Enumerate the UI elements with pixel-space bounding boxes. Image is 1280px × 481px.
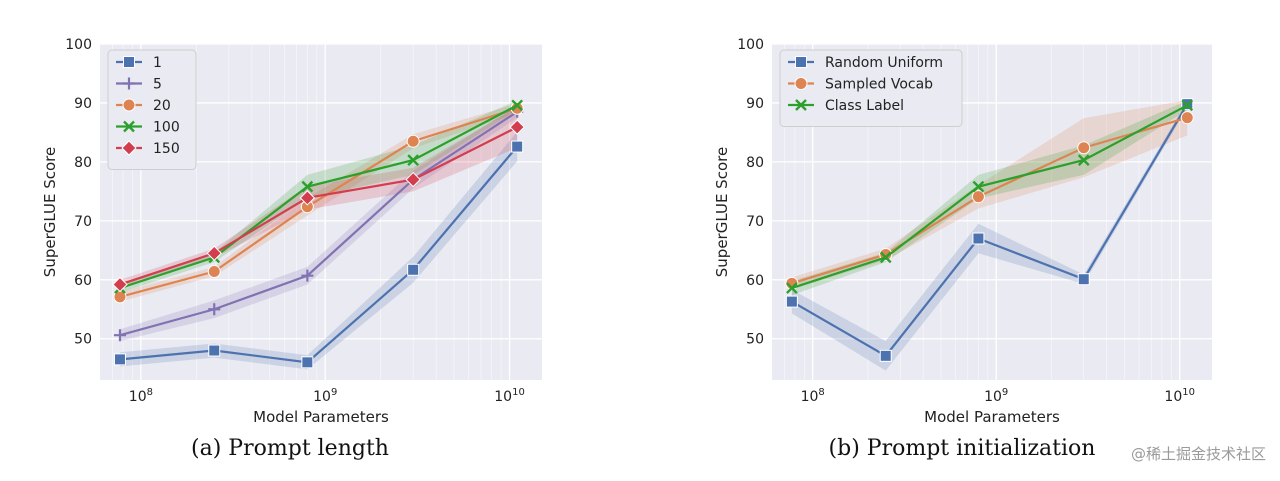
legend-box: [107, 49, 197, 170]
legend: Random Uniform Sampled Vocab Class Label: [779, 49, 963, 127]
chart-panel-b: 50 60 70 80 90 100 108 109 1010 Model Parameters S…: [713, 37, 1212, 426]
x-axis-label: Model Parameters: [924, 408, 1060, 426]
legend-marker-100: [123, 120, 135, 133]
data-point: [405, 171, 421, 188]
data-point: [208, 303, 221, 316]
data-point: [511, 99, 524, 112]
watermark: @稀土掘金技术社区: [1130, 445, 1266, 463]
legend-label-sampled-vocab: Sampled Vocab: [825, 77, 933, 93]
data-point: [971, 190, 985, 204]
y-tick-label: 80: [74, 155, 92, 171]
caption-b: (b) Prompt initialization: [828, 436, 1096, 461]
confidence-bands: [119, 100, 518, 370]
x-tick-label: 109: [984, 387, 1008, 405]
legend-label-random-uniform: Random Uniform: [825, 55, 943, 71]
data-point: [511, 140, 524, 153]
data-point: [1077, 154, 1090, 166]
data-point: [301, 180, 314, 193]
series-class-label: [786, 99, 1194, 294]
legend-label-150: 150: [153, 141, 180, 157]
data-point: [301, 356, 314, 369]
x-tick-label: 1010: [494, 387, 525, 405]
data-point: [207, 265, 221, 279]
legend: 1 5 20 100 150: [107, 49, 197, 170]
series-1: [113, 140, 524, 369]
y-tick-label: 50: [74, 332, 92, 348]
y-tick-label: 70: [74, 214, 92, 230]
data-point: [407, 154, 420, 166]
legend-marker-1: [123, 56, 135, 68]
confidence-band-20: [119, 103, 518, 302]
confidence-band-150: [119, 106, 518, 290]
y-tick-label: 60: [746, 273, 764, 289]
data-point: [972, 232, 985, 245]
data-point: [206, 245, 222, 261]
y-tick-label: 80: [746, 155, 764, 171]
x-tick-label: 1010: [1164, 387, 1195, 405]
data-point: [785, 295, 798, 308]
y-tick-label: 90: [746, 96, 764, 112]
data-point: [112, 276, 128, 293]
legend-box: [779, 49, 963, 127]
x-tick-label: 108: [129, 387, 153, 405]
x-axis-label: Model Parameters: [253, 408, 389, 426]
legend-marker-class-label: [795, 99, 807, 111]
data-point: [113, 329, 126, 342]
legend-marker-20: [122, 98, 136, 112]
y-tick-label: 90: [74, 96, 92, 112]
data-point: [299, 190, 316, 206]
legend-marker-150: [121, 140, 137, 156]
data-point: [407, 263, 420, 276]
confidence-band-1: [119, 131, 518, 370]
data-point: [1181, 99, 1194, 112]
legend-label-20: 20: [153, 98, 171, 114]
data-point: [406, 134, 420, 148]
y-tick-label: 50: [746, 332, 764, 348]
data-point: [113, 353, 126, 366]
y-tick-label: 70: [746, 214, 764, 230]
data-point: [786, 282, 798, 294]
confidence-band-5: [119, 105, 518, 342]
y-tick-label: 100: [737, 37, 764, 53]
data-point: [879, 251, 892, 264]
data-point: [879, 349, 892, 362]
chart-panel-a: 50 60 70 80 90 100 108 109 1010 Model Parameters S…: [41, 37, 542, 426]
legend-marker-5: [123, 77, 135, 90]
confidence-band-random-uniform: [791, 100, 1188, 371]
y-tick-label: 60: [74, 273, 92, 289]
y-axis-label: SuperGLUE Score: [41, 147, 59, 277]
data-point: [509, 119, 525, 135]
y-tick-label: 100: [65, 37, 92, 53]
legend-label-1: 1: [153, 55, 162, 71]
data-point: [1180, 111, 1194, 125]
legend-marker-sampled-vocab: [794, 77, 808, 90]
caption-a: (a) Prompt length: [191, 436, 389, 461]
data-point: [301, 269, 314, 282]
data-point: [972, 180, 985, 193]
x-tick-label: 109: [313, 387, 337, 405]
data-point: [1077, 273, 1090, 286]
data-point: [208, 344, 221, 357]
legend-label-5: 5: [153, 77, 162, 93]
series-20: [113, 101, 524, 304]
series-150: [112, 119, 525, 293]
legend-label-class-label: Class Label: [825, 98, 904, 114]
data-point: [1077, 141, 1091, 155]
confidence-band-100: [119, 100, 518, 293]
y-axis-label: SuperGLUE Score: [713, 147, 731, 277]
series-sampled-vocab: [785, 111, 1194, 290]
legend-label-100: 100: [153, 120, 180, 136]
x-tick-label: 108: [801, 387, 825, 405]
legend-marker-random-uniform: [795, 56, 807, 68]
